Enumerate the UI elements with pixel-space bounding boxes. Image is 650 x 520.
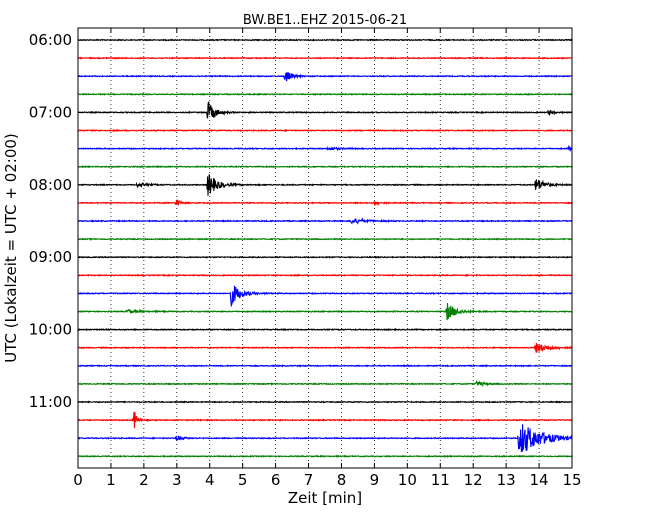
trace-0	[77, 38, 573, 42]
y-tick-label: 11:00	[29, 393, 72, 411]
trace-2	[77, 71, 573, 82]
x-tick-label: 2	[139, 471, 149, 489]
trace-10	[77, 217, 573, 225]
trace-3	[77, 92, 573, 96]
trace-1	[77, 56, 573, 60]
trace-20	[77, 400, 573, 404]
y-tick-label: 06:00	[29, 31, 72, 49]
trace-15	[77, 302, 573, 321]
trace-8	[77, 174, 573, 196]
chart-title: BW.BE1..EHZ 2015-06-21	[243, 13, 407, 28]
trace-6	[77, 145, 573, 153]
x-tick-label: 10	[398, 471, 417, 489]
x-axis: 0 1 2 3 4 5 6 7 8 9 10 11 12 13 14 15	[73, 28, 582, 489]
grid	[110, 28, 540, 468]
x-tick-label: 6	[271, 471, 281, 489]
x-tick-label: 4	[205, 471, 215, 489]
y-axis: 06:00 07:00 08:00 09:00 10:00 11:00	[29, 31, 572, 411]
y-tick-label: 09:00	[29, 248, 72, 266]
trace-19	[77, 379, 573, 388]
trace-9	[77, 199, 573, 206]
x-tick-label: 8	[337, 471, 347, 489]
trace-4	[77, 101, 573, 119]
trace-22	[77, 424, 573, 453]
y-tick-label: 08:00	[29, 176, 72, 194]
trace-5	[77, 128, 572, 133]
traces	[77, 38, 573, 458]
y-axis-title: UTC (Lokalzeit = UTC + 02:00)	[2, 133, 20, 363]
trace-16	[77, 327, 572, 332]
x-tick-label: 7	[304, 471, 314, 489]
trace-11	[77, 237, 573, 241]
x-tick-label: 12	[464, 471, 483, 489]
trace-17	[77, 342, 573, 353]
y-tick-label: 07:00	[29, 103, 72, 121]
x-axis-title: Zeit [min]	[288, 489, 362, 507]
x-tick-label: 15	[562, 471, 581, 489]
trace-14	[77, 285, 573, 308]
y-tick-label: 10:00	[29, 321, 72, 339]
plot-frame	[77, 27, 573, 469]
x-tick-label: 14	[530, 471, 549, 489]
x-tick-label: 0	[73, 471, 83, 489]
x-tick-label: 9	[370, 471, 380, 489]
trace-18	[77, 364, 573, 368]
x-tick-label: 1	[106, 471, 116, 489]
trace-13	[77, 273, 573, 277]
trace-7	[77, 165, 573, 169]
trace-12	[78, 255, 573, 259]
x-tick-label: 11	[431, 471, 450, 489]
x-tick-label: 5	[238, 471, 248, 489]
trace-23	[77, 454, 573, 458]
x-tick-label: 3	[172, 471, 182, 489]
trace-21	[77, 411, 573, 429]
x-tick-label: 13	[497, 471, 516, 489]
